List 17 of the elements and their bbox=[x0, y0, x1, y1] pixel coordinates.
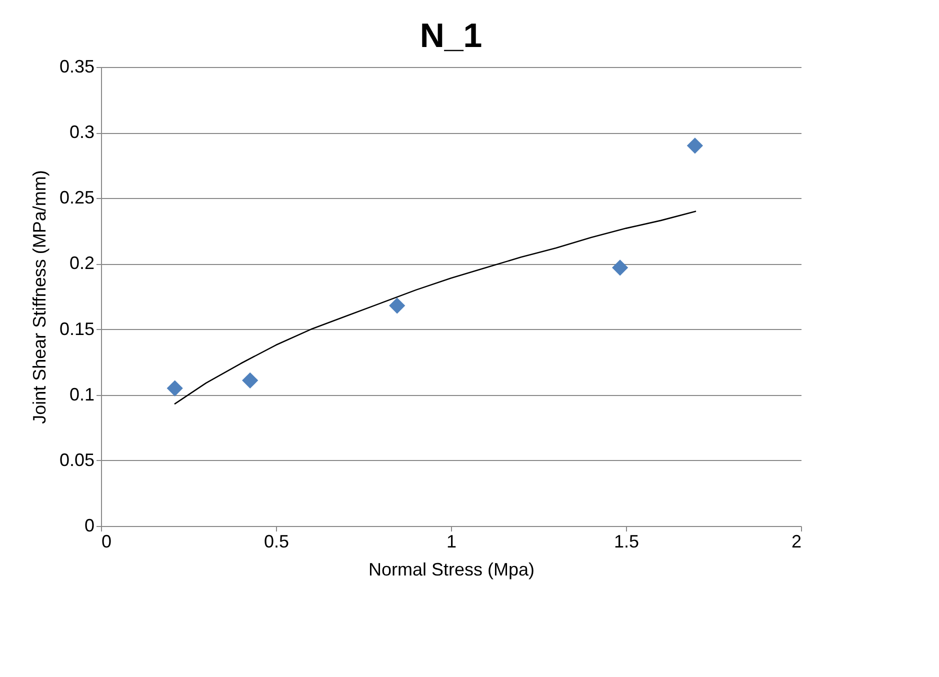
x-tick-label: 0.5 bbox=[264, 532, 290, 552]
x-tick-label: 0 bbox=[102, 532, 112, 552]
y-tick-label: 0.3 bbox=[69, 122, 94, 142]
x-axis-title: Normal Stress (Mpa) bbox=[368, 560, 535, 580]
x-tick-label: 1 bbox=[446, 532, 457, 552]
line-series bbox=[174, 210, 697, 405]
y-tick-label: 0.35 bbox=[59, 56, 94, 76]
x-tick-label: 2 bbox=[791, 532, 802, 552]
y-axis-title: Joint Shear Stiffness (MPa/mm) bbox=[29, 170, 50, 424]
y-tick-label: 0.05 bbox=[59, 450, 94, 470]
y-tick-label: 0 bbox=[84, 516, 94, 536]
y-tick-label: 0.15 bbox=[59, 318, 94, 339]
x-tick-label: 1.5 bbox=[614, 532, 640, 552]
y-tick-label: 0.1 bbox=[69, 384, 94, 404]
y-tick-label: 0.2 bbox=[69, 253, 94, 274]
y-tick-label: 0.25 bbox=[59, 188, 94, 208]
chart-title: N_1 bbox=[420, 17, 482, 55]
